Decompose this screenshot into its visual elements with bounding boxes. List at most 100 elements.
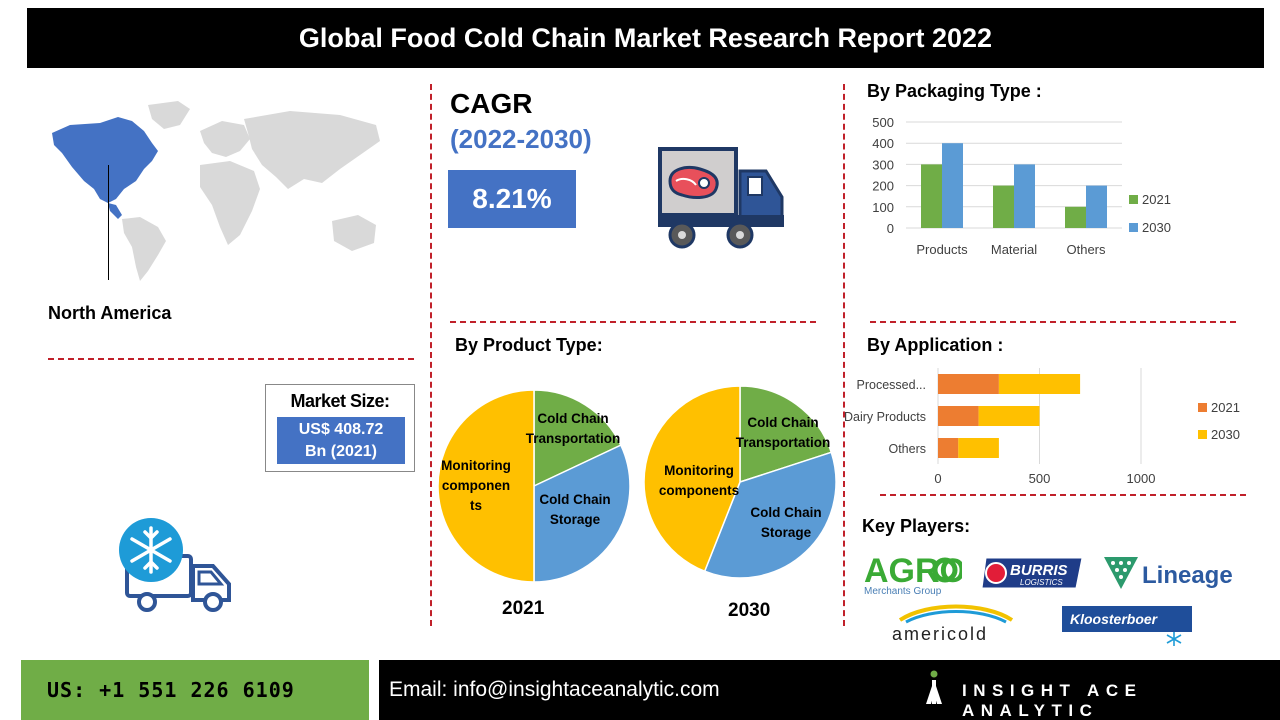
brand-name: INSIGHT ACE ANALYTIC	[962, 681, 1143, 720]
americold-logo: americold	[892, 604, 1014, 644]
application-category-label: Dairy Products	[844, 410, 926, 424]
key-players-title: Key Players:	[862, 516, 971, 536]
map-australia	[332, 215, 376, 251]
pie-slice-label: ts	[470, 498, 482, 513]
application-xtick-label: 500	[1029, 471, 1051, 486]
agro-logo-subtext: Merchants Group	[864, 586, 942, 596]
packaging-legend-label: 2021	[1142, 192, 1171, 207]
pie-chart-2021: Cold Chain Transportation Cold Chain Storag…	[437, 389, 631, 583]
map-europe	[200, 121, 250, 157]
cagr-title: CAGR	[450, 88, 533, 119]
packaging-bar	[1014, 164, 1035, 228]
divider-vertical-right	[843, 84, 845, 626]
map-south-america	[122, 217, 166, 281]
application-xtick-label: 1000	[1127, 471, 1156, 486]
kloosterboer-logo-text: Kloosterboer	[1070, 611, 1159, 627]
packaging-title: By Packaging Type :	[867, 81, 1042, 101]
packaging-category-label: Products	[916, 242, 968, 257]
agro-merchants-logo: AGRO Merchants Group	[864, 552, 962, 596]
packaging-ytick-label: 200	[872, 179, 894, 194]
pie-chart-2030: Cold Chain Transportation Cold Chain Storag…	[643, 385, 837, 579]
application-legend-label: 2021	[1211, 400, 1240, 415]
burris-logo-subtext: LOGISTICS	[1020, 578, 1063, 587]
divider-right-top	[870, 321, 1236, 323]
packaging-bar	[921, 164, 942, 228]
divider-vertical-left	[430, 84, 432, 626]
refrigerated-truck-icon	[119, 518, 231, 612]
packaging-category-label: Others	[1066, 242, 1106, 257]
application-legend-label: 2030	[1211, 427, 1240, 442]
pie-slice-label: Cold Chain	[539, 492, 610, 507]
packaging-category-label: Material	[991, 242, 1037, 257]
packaging-bar-chart: 0 100 200 300 400 500 Products Material Others 20…	[872, 115, 1171, 257]
packaging-bar	[1065, 206, 1086, 228]
brand-logo-icon	[926, 670, 942, 704]
pie-slice-label: Storage	[761, 525, 812, 540]
pie-year-2021: 2021	[502, 598, 545, 619]
pie-slice-label: Cold Chain	[750, 505, 821, 520]
packaging-ytick-label: 300	[872, 157, 894, 172]
footer-email: Email: info@insightaceanalytic.com	[379, 660, 1280, 720]
region-label: North America	[48, 303, 172, 323]
pie-slice-label: Transportation	[526, 431, 621, 446]
agro-logo-text: AGRO	[864, 552, 962, 590]
application-bar	[938, 438, 959, 458]
packaging-ytick-label: 500	[872, 115, 894, 130]
application-legend-swatch	[1198, 403, 1207, 412]
divider-middle	[450, 321, 816, 323]
application-bar-chart: 0 500 1000 Processed... Dairy Products Others…	[844, 368, 1240, 486]
pie-slice	[739, 385, 833, 484]
kloosterboer-logo: Kloosterboer	[1062, 606, 1192, 646]
map-greenland	[148, 101, 190, 129]
pie-slice-label: Monitoring	[441, 458, 511, 473]
market-size-value-line2: Bn (2021)	[304, 443, 378, 460]
divider-left	[48, 358, 414, 360]
market-size-box: Market Size: US$ 408.72 Bn (2021)	[265, 384, 415, 472]
market-size-value: US$ 408.72 Bn (2021)	[277, 417, 405, 464]
pie-slice	[533, 389, 622, 488]
packaging-ytick-label: 0	[887, 221, 894, 236]
lineage-logo-text: Lineage	[1142, 562, 1233, 589]
map-asia	[244, 111, 380, 189]
pie-slice-label: componen	[442, 478, 510, 493]
map-pointer-line	[108, 165, 109, 280]
application-bar	[938, 406, 979, 426]
lineage-logo: Lineage	[1104, 557, 1233, 589]
pie-slice	[703, 451, 837, 579]
pie-slice	[437, 389, 535, 583]
pie-slice-label: Monitoring	[664, 463, 734, 478]
packaging-bar	[942, 143, 963, 228]
packaging-legend-swatch	[1129, 223, 1138, 232]
pie-slice	[643, 385, 741, 573]
map-north-america	[52, 117, 158, 203]
cagr-value: 8.21%	[448, 170, 576, 228]
pie-slice-label: Cold Chain	[537, 411, 608, 426]
packaging-bar	[993, 185, 1014, 228]
burris-logistics-logo: BURRIS LOGISTICS	[981, 557, 1083, 589]
packaging-legend-label: 2030	[1142, 220, 1171, 235]
application-legend-swatch	[1198, 430, 1207, 439]
product-title: By Product Type:	[455, 335, 603, 355]
application-title: By Application :	[867, 335, 1004, 355]
map-central-america	[108, 203, 122, 219]
footer-phone: US: +1 551 226 6109	[21, 660, 369, 720]
market-size-title: Market Size:	[290, 391, 390, 411]
packaging-bar	[1086, 185, 1107, 228]
packaging-legend-swatch	[1129, 195, 1138, 204]
page-title: Global Food Cold Chain Market Research R…	[27, 8, 1264, 68]
cagr-period: (2022-2030)	[450, 124, 592, 154]
application-bar	[958, 438, 999, 458]
divider-right-bottom	[880, 494, 1246, 496]
application-bar	[978, 406, 1040, 426]
packaging-ytick-label: 400	[872, 136, 894, 151]
application-category-label: Processed...	[857, 378, 926, 392]
pie-slice-label: Transportation	[736, 435, 831, 450]
packaging-ytick-label: 100	[872, 200, 894, 215]
application-category-label: Others	[888, 442, 926, 456]
americold-logo-text: americold	[892, 624, 988, 644]
pie-slice-label: Storage	[550, 512, 601, 527]
meat-truck-icon	[658, 147, 784, 249]
world-map	[52, 101, 380, 281]
pie-year-2030: 2030	[728, 600, 771, 621]
application-bar	[938, 374, 999, 394]
